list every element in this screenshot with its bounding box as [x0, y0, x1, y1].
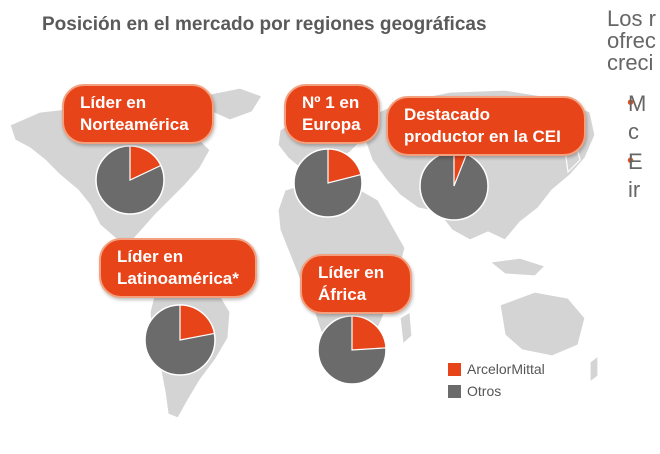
page-title: Posición en el mercado por regiones geog…: [42, 14, 487, 35]
callout-label: Líder en Latinoamérica*: [117, 247, 239, 288]
callout-africa: Líder en África: [300, 254, 412, 314]
pie-slice-arcelormittal: [129, 145, 162, 181]
legend-swatch: [448, 362, 461, 376]
side-text: Los r ofrec creci: [607, 8, 656, 74]
callout-cis: Destacado productor en la CEI: [386, 96, 586, 156]
legend-item: ArcelorMittal: [448, 358, 545, 380]
callout-latin-america: Líder en Latinoamérica*: [99, 238, 257, 298]
bullet-text: M c: [628, 91, 647, 144]
legend-item: Otros: [448, 380, 545, 402]
pie-slice-arcelormittal: [351, 315, 387, 351]
legend-swatch: [448, 384, 461, 398]
pie-africa: [317, 315, 387, 385]
callout-europe: Nº 1 en Europa: [284, 84, 380, 144]
legend-label: ArcelorMittal: [467, 361, 545, 377]
callout-label: Líder en Norteamérica: [80, 93, 189, 134]
bullet-dot: •: [627, 92, 635, 114]
pie-europe: [293, 148, 363, 218]
callout-label: Destacado productor en la CEI: [404, 105, 561, 146]
callout-north-america: Líder en Norteamérica: [62, 84, 214, 144]
bullet-dot: •: [627, 150, 635, 172]
legend: ArcelorMittal Otros: [448, 358, 545, 402]
pie-latin-america: [144, 304, 216, 376]
pie-north-america: [95, 145, 165, 215]
legend-label: Otros: [467, 383, 502, 399]
bullet-text: E ir: [628, 149, 643, 202]
market-share-pies: [95, 145, 489, 385]
callout-label: Nº 1 en Europa: [302, 93, 361, 134]
pie-slice-arcelormittal: [179, 304, 216, 341]
callout-label: Líder en África: [318, 263, 385, 304]
pie-cis: [419, 151, 489, 221]
pie-slice-arcelormittal: [327, 148, 362, 184]
